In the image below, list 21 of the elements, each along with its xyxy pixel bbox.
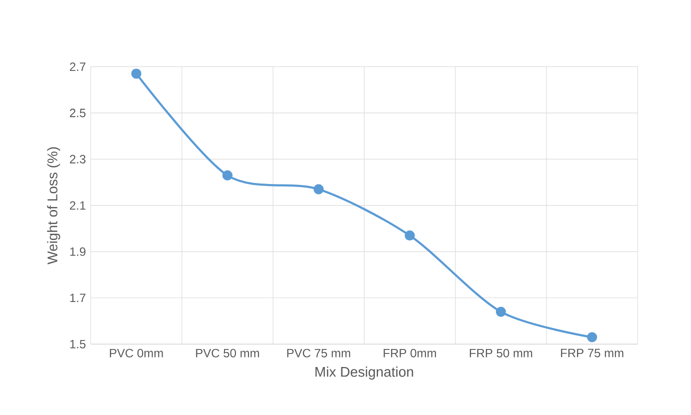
point bbox=[586, 332, 598, 342]
y-tick-label: 2.5 bbox=[70, 108, 86, 118]
point bbox=[131, 68, 142, 79]
x-tick-label: FRP 75 mm bbox=[561, 348, 624, 358]
y-tick-label: 1.7 bbox=[70, 294, 86, 302]
x-tick-label: PVC 0mm bbox=[110, 348, 163, 358]
point bbox=[222, 170, 233, 181]
x-axis-title: Mix Designation bbox=[316, 366, 414, 380]
y-tick-label: 2.3 bbox=[70, 154, 86, 164]
point bbox=[496, 306, 506, 317]
y-axis-title: Weight of Loss (%) bbox=[47, 147, 60, 264]
x-tick-label: FRP 50 mm bbox=[470, 348, 532, 358]
y-tick-label: 2.1 bbox=[70, 201, 86, 210]
y-tick-label: 1.9 bbox=[70, 247, 86, 256]
point bbox=[404, 230, 415, 241]
y-tick-label: 1.5 bbox=[70, 340, 86, 348]
point bbox=[314, 184, 324, 194]
x-tick-label: PVC 50 mm bbox=[196, 348, 259, 358]
y-tick-label: 2.7 bbox=[70, 62, 86, 71]
x-tick-label: FRP 0mm bbox=[384, 348, 436, 358]
x-tick-label: PVC 75 mm bbox=[287, 348, 350, 358]
